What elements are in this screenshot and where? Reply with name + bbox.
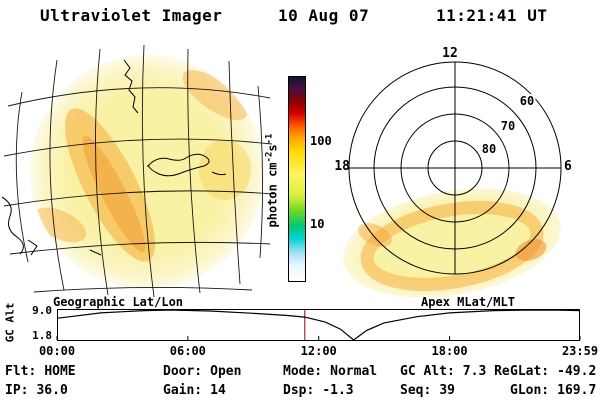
status-gcalt-value: 7.3 Re	[462, 364, 510, 379]
latlon-grid	[3, 44, 274, 298]
apex-image: 80 70 60	[343, 61, 562, 298]
colorbar-label: photon cm-2s-1	[265, 131, 280, 231]
status-glat: GLat: -49.2	[510, 364, 596, 379]
xtick-1800: 18:00	[431, 344, 468, 358]
geo-panel-title: Geographic Lat/Lon	[52, 295, 184, 309]
status-gain-label: Gain:	[163, 383, 203, 398]
colorbar-gradient	[289, 77, 305, 281]
time-display: 11:21:41 UT	[436, 6, 548, 25]
xtick-1200: 12:00	[300, 344, 337, 358]
strip-chart-frame	[57, 309, 580, 341]
airglow-features	[33, 69, 251, 262]
colorbar-tick-100: 100	[310, 134, 332, 148]
status-mode-label: Mode:	[283, 364, 323, 379]
status-gcalt: GC Alt: 7.3 Re	[400, 364, 510, 379]
earth-disk	[30, 55, 264, 289]
status-flt-value: HOME	[44, 364, 76, 379]
status-flt: Flt: HOME	[5, 364, 76, 379]
status-glon-value: 169.7	[557, 383, 597, 398]
gc-alt-axis-label: GC Alt	[3, 302, 17, 343]
colorbar-exp-1: -1	[264, 133, 275, 145]
x-axis-ticks	[56, 336, 581, 340]
mlat-70-label: 70	[501, 119, 515, 133]
auroral-image-blob	[343, 188, 561, 298]
mlt-18-label: 18	[334, 159, 350, 174]
colorbar-label-text: photon cm	[265, 162, 280, 228]
status-ip-value: 36.0	[36, 383, 68, 398]
mlat-ring-labels: 80 70 60	[480, 92, 536, 158]
status-gcalt-label: GC Alt:	[400, 364, 455, 379]
coastlines	[2, 59, 227, 256]
mlat-80-label: 80	[482, 142, 496, 156]
status-ip: IP: 36.0	[5, 383, 68, 398]
status-dsp: Dsp: -1.3	[283, 383, 354, 398]
ytick-bottom: 1.8	[32, 329, 52, 342]
colorbar-exp-2: -2	[264, 151, 275, 163]
status-seq-label: Seq:	[400, 383, 432, 398]
xtick-2359: 23:59	[561, 344, 599, 358]
ytick-top: 9.0	[32, 304, 52, 317]
status-glon: GLon: 169.7	[510, 383, 596, 398]
apex-panel-title: Apex MLat/MLT	[421, 295, 515, 309]
status-seq-value: 39	[439, 383, 455, 398]
status-dsp-label: Dsp:	[283, 383, 315, 398]
status-dsp-value: -1.3	[322, 383, 354, 398]
mlat-60-label: 60	[520, 94, 534, 108]
status-mode: Mode: Normal	[283, 364, 377, 379]
colorbar	[288, 76, 306, 282]
app-title: Ultraviolet Imager	[40, 6, 223, 25]
date-display: 10 Aug 07	[278, 6, 370, 25]
status-gain-value: 14	[210, 383, 226, 398]
mlt-12-label: 12	[442, 46, 458, 61]
status-glon-label: GLon:	[510, 383, 550, 398]
colorbar-tick-10: 10	[310, 217, 325, 231]
status-glat-value: -49.2	[557, 364, 597, 379]
status-door-value: Open	[210, 364, 242, 379]
status-door-label: Door:	[163, 364, 203, 379]
mlt-spokes	[349, 62, 561, 274]
mlt-6-label: 6	[564, 159, 572, 174]
altitude-curve	[56, 309, 581, 341]
status-door: Door: Open	[163, 364, 241, 379]
colorbar-label-s: s	[265, 144, 280, 152]
altitude-strip-chart	[56, 309, 581, 341]
xtick-0600: 06:00	[169, 344, 206, 358]
status-gain: Gain: 14	[163, 383, 226, 398]
status-mode-value: Normal	[330, 364, 378, 379]
status-glat-label: GLat:	[510, 364, 550, 379]
status-seq: Seq: 39	[400, 383, 455, 398]
xtick-0000: 00:00	[38, 344, 76, 358]
status-ip-label: IP:	[5, 383, 29, 398]
status-flt-label: Flt:	[5, 364, 37, 379]
geographic-image	[2, 44, 274, 298]
